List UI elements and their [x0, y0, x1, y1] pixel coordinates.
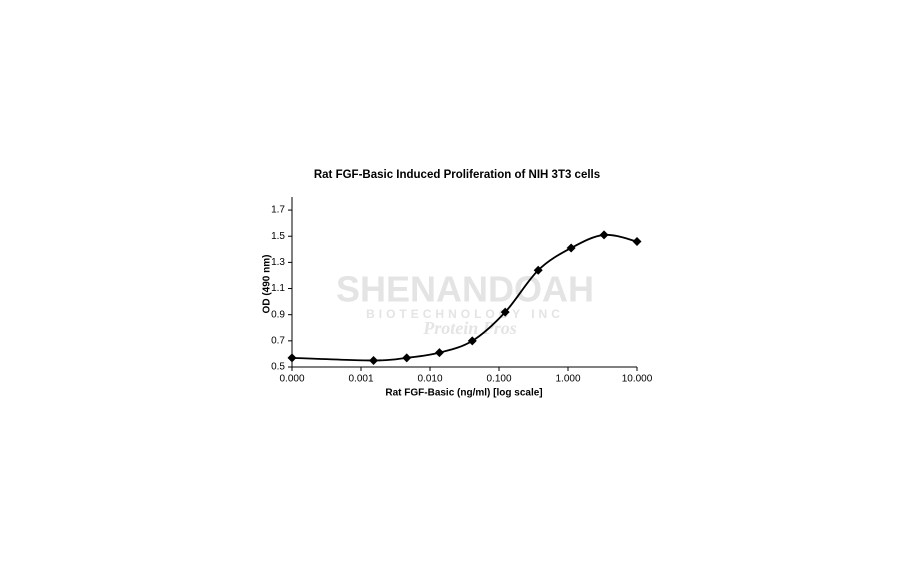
y-tick-label: 0.9 [271, 309, 285, 320]
chart-title: Rat FGF-Basic Induced Proliferation of N… [314, 169, 600, 181]
point-marker [533, 265, 543, 275]
point-marker [467, 336, 477, 346]
point-marker [434, 348, 444, 358]
x-tick-label: 0.100 [486, 374, 511, 385]
point-marker [500, 307, 510, 317]
y-tick-label: 1.7 [271, 205, 285, 216]
point-marker [402, 353, 412, 363]
series-line [291, 233, 638, 362]
x-tick-label: 10.000 [622, 374, 653, 385]
x-tick-label: 0.001 [348, 374, 373, 385]
x-tick-label: 0.000 [279, 374, 304, 385]
x-tick-label: 1.000 [555, 374, 580, 385]
y-tick-label: 1.1 [271, 283, 285, 294]
point-marker [632, 236, 642, 246]
y-tick-label: 0.7 [271, 335, 285, 346]
point-marker [287, 353, 297, 363]
y-tick-label: 1.5 [271, 231, 285, 242]
x-tick-label: 0.010 [417, 374, 442, 385]
point-marker [599, 230, 609, 240]
point-marker [369, 355, 379, 365]
point-marker [566, 243, 576, 253]
watermark-sub: BIOTECHNOLOGY INC [366, 307, 564, 321]
y-tick-label: 0.5 [271, 362, 285, 373]
watermark-brand: SHENANDOAH [336, 269, 594, 310]
watermark-tagline: Protein Pros [422, 318, 517, 338]
y-tick-label: 1.3 [271, 257, 285, 268]
x-axis-label: Rat FGF-Basic (ng/ml) [log scale] [385, 388, 542, 399]
y-axis-label: OD (490 nm) [262, 255, 273, 314]
